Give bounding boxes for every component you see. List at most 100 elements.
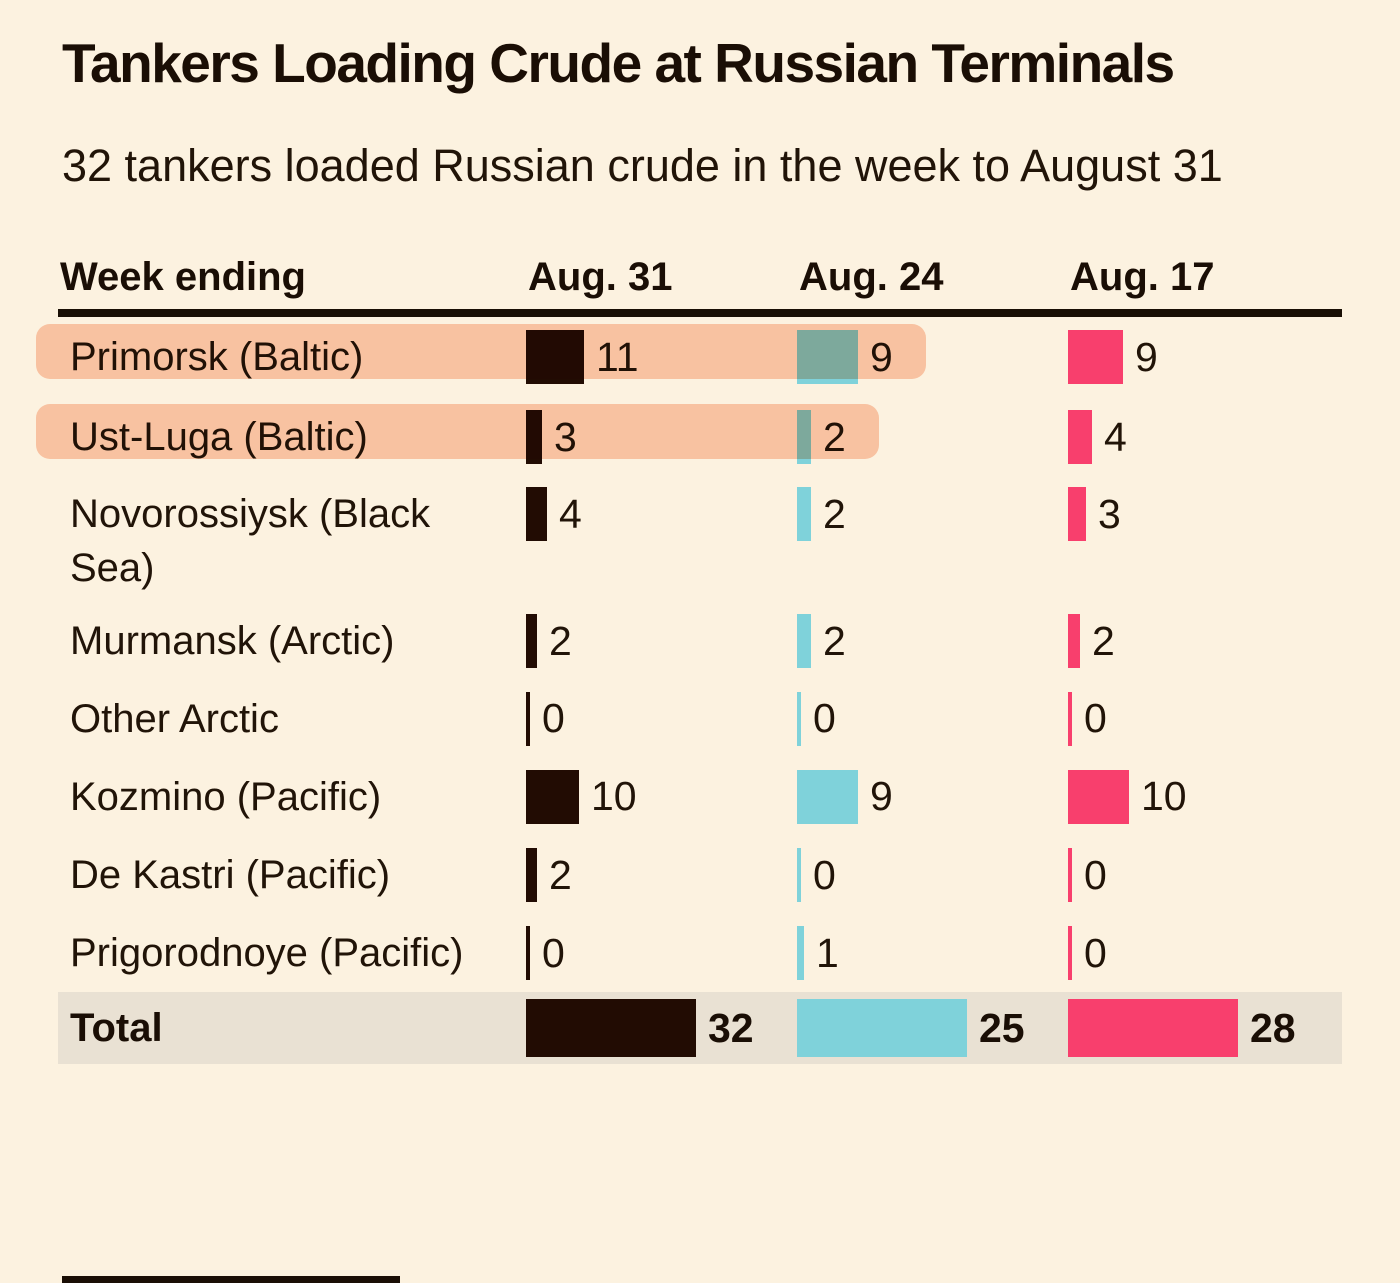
row-label: Novorossiysk (Black Sea) — [70, 492, 431, 590]
bar-value: 9 — [870, 773, 893, 819]
bar-value: 2 — [823, 413, 846, 460]
bar-cell-aug-17: 28 — [1068, 999, 1342, 1057]
row-label: Primorsk (Baltic) — [70, 335, 364, 379]
bar-cell-aug-31: 4 — [526, 487, 797, 541]
table-row: Novorossiysk (Black Sea) 4 2 3 — [58, 477, 1342, 602]
bar-aug-24 — [797, 487, 811, 541]
table-row: Murmansk (Arctic) 2 2 2 — [58, 602, 1342, 680]
header-aug-24: Aug. 24 — [799, 255, 944, 299]
bar-value: 2 — [823, 617, 846, 664]
bar-aug-17 — [1068, 410, 1092, 464]
bar-value: 10 — [591, 773, 637, 819]
bar-cell-aug-17: 9 — [1068, 330, 1342, 384]
bar-cell-aug-24: 2 — [797, 614, 1068, 668]
row-label: Murmansk (Arctic) — [70, 619, 395, 663]
table-row: Prigorodnoye (Pacific) 0 1 0 — [58, 914, 1342, 992]
cropped-footer-element — [62, 1276, 400, 1283]
bar-value: 3 — [554, 413, 577, 460]
bar-cell-aug-17: 4 — [1068, 410, 1342, 464]
bar-cell-aug-24: 2 — [797, 410, 1068, 464]
bar-aug-31 — [526, 848, 537, 902]
total-row: Total 32 25 28 — [58, 992, 1342, 1064]
bar-aug-17 — [1068, 926, 1072, 980]
bar-aug-31 — [526, 769, 579, 824]
bar-value: 2 — [549, 617, 572, 664]
bar-value: 28 — [1250, 1004, 1296, 1051]
bar-aug-17 — [1068, 848, 1072, 902]
bar-aug-24 — [797, 926, 804, 980]
chart-subtitle: 32 tankers loaded Russian crude in the w… — [62, 139, 1223, 191]
header-week-ending: Week ending — [60, 255, 306, 299]
bar-aug-24 — [797, 330, 858, 384]
bar-aug-24 — [797, 999, 967, 1057]
bar-cell-aug-31: 11 — [526, 330, 797, 384]
row-label: Prigorodnoye (Pacific) — [70, 931, 464, 975]
bar-aug-31 — [526, 691, 530, 746]
table-row: Ust-Luga (Baltic) 3 2 4 — [36, 397, 1342, 477]
bar-aug-31 — [526, 330, 584, 384]
bar-aug-17 — [1068, 691, 1072, 746]
bar-cell-aug-31: 0 — [526, 691, 797, 746]
bar-value: 2 — [1092, 617, 1115, 664]
chart-title: Tankers Loading Crude at Russian Termina… — [62, 32, 1175, 94]
table-row: De Kastri (Pacific) 2 0 0 — [58, 836, 1342, 914]
row-label: Total — [70, 1006, 163, 1050]
bar-cell-aug-31: 2 — [526, 848, 797, 902]
bar-aug-24 — [797, 410, 811, 464]
bar-cell-aug-17: 3 — [1068, 487, 1342, 541]
table-row: Other Arctic 0 0 0 — [58, 680, 1342, 757]
bar-aug-31 — [526, 926, 530, 980]
bar-value: 10 — [1141, 773, 1187, 819]
bar-value: 0 — [1084, 851, 1107, 898]
bar-cell-aug-24: 2 — [797, 487, 1068, 541]
table-body: Primorsk (Baltic) 11 9 9 Ust-Luga (Baltic) 3 2… — [36, 317, 1342, 1064]
row-label: Kozmino (Pacific) — [70, 774, 382, 819]
bar-cell-aug-17: 2 — [1068, 614, 1342, 668]
bar-value: 4 — [559, 490, 582, 537]
bar-value: 25 — [979, 1004, 1025, 1051]
bar-cell-aug-24: 9 — [797, 330, 1068, 384]
bar-aug-31 — [526, 614, 537, 668]
bar-aug-31 — [526, 999, 696, 1057]
bar-cell-aug-31: 2 — [526, 614, 797, 668]
bar-cell-aug-24: 0 — [797, 691, 1068, 746]
row-label: Other Arctic — [70, 696, 279, 741]
bar-value: 0 — [813, 851, 836, 898]
bar-value: 1 — [816, 929, 839, 976]
bar-value: 3 — [1098, 490, 1121, 537]
bar-cell-aug-31: 3 — [526, 410, 797, 464]
bar-aug-24 — [797, 769, 858, 824]
tanker-table: Week ending Aug. 31 Aug. 24 Aug. 17 Prim… — [36, 255, 1342, 1064]
bar-value: 32 — [708, 1004, 754, 1051]
bar-value: 4 — [1104, 413, 1127, 460]
bar-aug-24 — [797, 848, 801, 902]
bar-aug-17 — [1068, 999, 1238, 1057]
bar-cell-aug-24: 25 — [797, 999, 1068, 1057]
bar-value: 0 — [542, 929, 565, 976]
bar-value: 0 — [813, 695, 836, 741]
bar-cell-aug-24: 9 — [797, 769, 1068, 824]
bar-cell-aug-17: 10 — [1068, 769, 1342, 824]
row-label: Ust-Luga (Baltic) — [70, 415, 368, 459]
bar-value: 0 — [1084, 929, 1107, 976]
bar-cell-aug-24: 0 — [797, 848, 1068, 902]
bar-aug-17 — [1068, 614, 1080, 668]
bar-aug-31 — [526, 487, 547, 541]
bar-aug-17 — [1068, 769, 1129, 824]
header-aug-31: Aug. 31 — [528, 255, 673, 299]
table-row: Kozmino (Pacific) 10 9 10 — [58, 757, 1342, 836]
bar-aug-24 — [797, 614, 811, 668]
bar-cell-aug-31: 0 — [526, 926, 797, 980]
bar-value: 0 — [1084, 695, 1107, 741]
bar-value: 9 — [1135, 333, 1158, 380]
bar-cell-aug-17: 0 — [1068, 848, 1342, 902]
bar-value: 11 — [596, 333, 639, 380]
title-block: Tankers Loading Crude at Russian Termina… — [62, 28, 1330, 199]
bar-cell-aug-17: 0 — [1068, 926, 1342, 980]
table-row: Primorsk (Baltic) 11 9 9 — [36, 317, 1342, 397]
bar-value: 2 — [549, 851, 572, 898]
bar-value: 2 — [823, 490, 846, 537]
row-label: De Kastri (Pacific) — [70, 853, 391, 897]
table-header-row: Week ending Aug. 31 Aug. 24 Aug. 17 — [58, 255, 1342, 317]
header-aug-17: Aug. 17 — [1070, 255, 1215, 299]
